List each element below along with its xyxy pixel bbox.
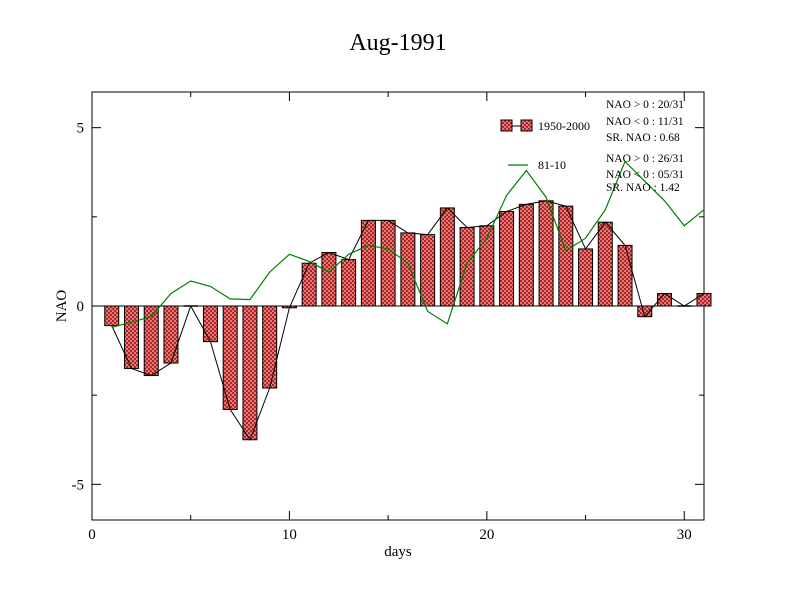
- axis-ticks: 0 10 20 30 -5 0 5: [72, 92, 704, 543]
- bar: [558, 205, 574, 307]
- series-line-81-10: [111, 160, 705, 328]
- y-tick-label: 5: [77, 121, 85, 137]
- y-tick-label: 0: [77, 299, 85, 315]
- bar: [459, 227, 475, 307]
- bar: [400, 232, 416, 307]
- bar: [242, 305, 258, 441]
- bar: [262, 305, 278, 389]
- bar: [617, 244, 633, 307]
- stats-block: NAO > 0 : 20/31 NAO < 0 : 11/31 SR. NAO …: [606, 99, 684, 194]
- bar: [578, 248, 594, 307]
- bar: [538, 200, 554, 307]
- y-tick-label: -5: [72, 477, 85, 493]
- bar: [360, 219, 376, 307]
- bar: [499, 210, 515, 307]
- stat-1950-2000-sr: SR. NAO : 0.68: [606, 132, 680, 144]
- x-tick-label: 30: [677, 527, 692, 543]
- bar: [202, 305, 218, 343]
- line-series: [111, 160, 705, 441]
- legend: 1950-2000 81-10: [500, 119, 590, 172]
- bar: [380, 219, 396, 307]
- chart-title: Aug-1991: [349, 30, 446, 56]
- bar: [696, 293, 712, 307]
- bar: [597, 221, 613, 307]
- bar: [123, 305, 139, 369]
- series-line-1950-2000: [111, 200, 705, 441]
- bar: [104, 305, 120, 327]
- bar: [301, 262, 317, 307]
- bar: [439, 207, 455, 307]
- bar: [518, 203, 534, 307]
- bar: [321, 252, 337, 307]
- stat-1950-2000-positive: NAO > 0 : 20/31: [606, 99, 684, 111]
- bar: [341, 259, 357, 307]
- legend-bar-swatch-right: [520, 119, 533, 132]
- stat-81-10-negative: NAO < 0 : 05/31: [606, 169, 684, 181]
- x-tick-label: 0: [88, 527, 96, 543]
- x-tick-label: 20: [479, 527, 494, 543]
- x-axis-label: days: [384, 544, 412, 560]
- bar-series-1950-2000: [104, 200, 712, 441]
- legend-label-81-10: 81-10: [538, 158, 566, 172]
- stat-81-10-positive: NAO > 0 : 26/31: [606, 153, 684, 165]
- bar: [163, 305, 179, 364]
- legend-label-1950-2000: 1950-2000: [538, 119, 590, 133]
- bar: [420, 234, 436, 307]
- stat-81-10-sr: SR. NAO : 1.42: [606, 182, 680, 194]
- x-tick-label: 10: [282, 527, 297, 543]
- stat-1950-2000-negative: NAO < 0 : 11/31: [606, 116, 684, 128]
- legend-bar-swatch-left: [500, 119, 513, 132]
- y-axis-label: NAO: [54, 290, 70, 323]
